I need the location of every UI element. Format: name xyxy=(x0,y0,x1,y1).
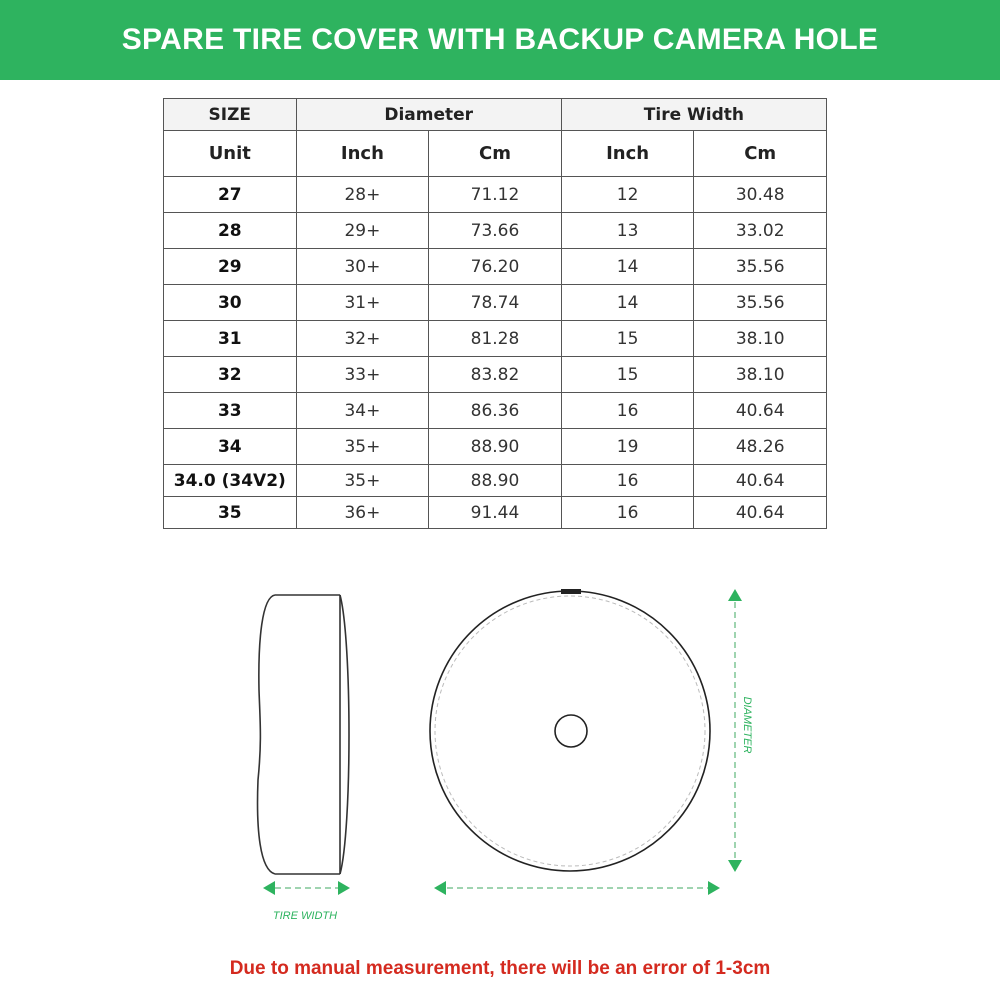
table-row: 32 33+ 83.82 15 38.10 xyxy=(163,356,827,393)
cell-width-inch: 19 xyxy=(560,428,695,465)
header-size: SIZE xyxy=(163,98,297,131)
cell-size: 28 xyxy=(163,212,297,249)
cell-width-cm: 30.48 xyxy=(693,176,827,213)
page-title: SPARE TIRE COVER WITH BACKUP CAMERA HOLE xyxy=(121,23,879,56)
header-diameter-inch: Inch xyxy=(295,130,430,177)
cell-size: 31 xyxy=(163,320,297,357)
cell-width-cm: 40.64 xyxy=(693,464,827,497)
camera-tab xyxy=(561,589,581,594)
cell-width-inch: 16 xyxy=(560,496,695,529)
camera-hole xyxy=(554,714,588,748)
cell-diameter-cm: 91.44 xyxy=(428,496,562,529)
cell-diameter-inch: 35+ xyxy=(295,464,430,497)
cell-diameter-inch: 30+ xyxy=(295,248,430,285)
group-header-row: SIZE Diameter Tire Width xyxy=(163,98,828,131)
horizontal-diameter-arrow xyxy=(434,881,720,895)
cell-width-inch: 15 xyxy=(560,356,695,393)
table-row: 33 34+ 86.36 16 40.64 xyxy=(163,392,827,429)
cell-size: 35 xyxy=(163,496,297,529)
tire-width-arrow xyxy=(263,881,350,895)
table-row: 31 32+ 81.28 15 38.10 xyxy=(163,320,827,357)
table-row: 27 28+ 71.12 12 30.48 xyxy=(163,176,827,213)
cell-size: 27 xyxy=(163,176,297,213)
diameter-label: DIAMETER xyxy=(741,697,753,754)
cell-diameter-cm: 71.12 xyxy=(428,176,562,213)
cell-diameter-inch: 28+ xyxy=(295,176,430,213)
unit-header-row: Unit Inch Cm Inch Cm xyxy=(163,130,827,177)
cell-width-inch: 16 xyxy=(560,464,695,497)
header-width-cm: Cm xyxy=(693,130,827,177)
tire-width-label: TIRE WIDTH xyxy=(273,910,337,922)
cell-diameter-inch: 29+ xyxy=(295,212,430,249)
measurement-note: Due to manual measurement, there will be… xyxy=(229,958,771,979)
cell-diameter-cm: 76.20 xyxy=(428,248,562,285)
tire-side-view xyxy=(256,594,350,875)
cell-width-cm: 38.10 xyxy=(693,356,827,393)
table-row: 35 36+ 91.44 16 40.64 xyxy=(163,496,827,529)
header-width-inch: Inch xyxy=(560,130,695,177)
cell-width-inch: 16 xyxy=(560,392,695,429)
tire-front-view xyxy=(429,589,711,872)
cell-diameter-inch: 31+ xyxy=(295,284,430,321)
cell-width-inch: 14 xyxy=(560,284,695,321)
cell-diameter-cm: 78.74 xyxy=(428,284,562,321)
header-tire-width: Tire Width xyxy=(560,98,828,131)
header-diameter: Diameter xyxy=(295,98,562,131)
vertical-diameter-arrow xyxy=(728,589,742,872)
cell-diameter-cm: 88.90 xyxy=(428,428,562,465)
table-row: 29 30+ 76.20 14 35.56 xyxy=(163,248,827,285)
cell-size: 34.0 (34V2) xyxy=(163,464,297,497)
cell-width-cm: 38.10 xyxy=(693,320,827,357)
cell-width-cm: 40.64 xyxy=(693,496,827,529)
title-banner: SPARE TIRE COVER WITH BACKUP CAMERA HOLE xyxy=(0,0,1000,80)
cell-width-cm: 33.02 xyxy=(693,212,827,249)
cell-diameter-cm: 73.66 xyxy=(428,212,562,249)
cell-diameter-inch: 36+ xyxy=(295,496,430,529)
cell-width-inch: 15 xyxy=(560,320,695,357)
header-unit: Unit xyxy=(163,130,297,177)
cell-width-cm: 40.64 xyxy=(693,392,827,429)
cell-size: 33 xyxy=(163,392,297,429)
size-table: SIZE Diameter Tire Width Unit Inch Cm In… xyxy=(163,98,828,529)
table-row: 34.0 (34V2) 35+ 88.90 16 40.64 xyxy=(163,464,827,497)
table-row: 28 29+ 73.66 13 33.02 xyxy=(163,212,827,249)
